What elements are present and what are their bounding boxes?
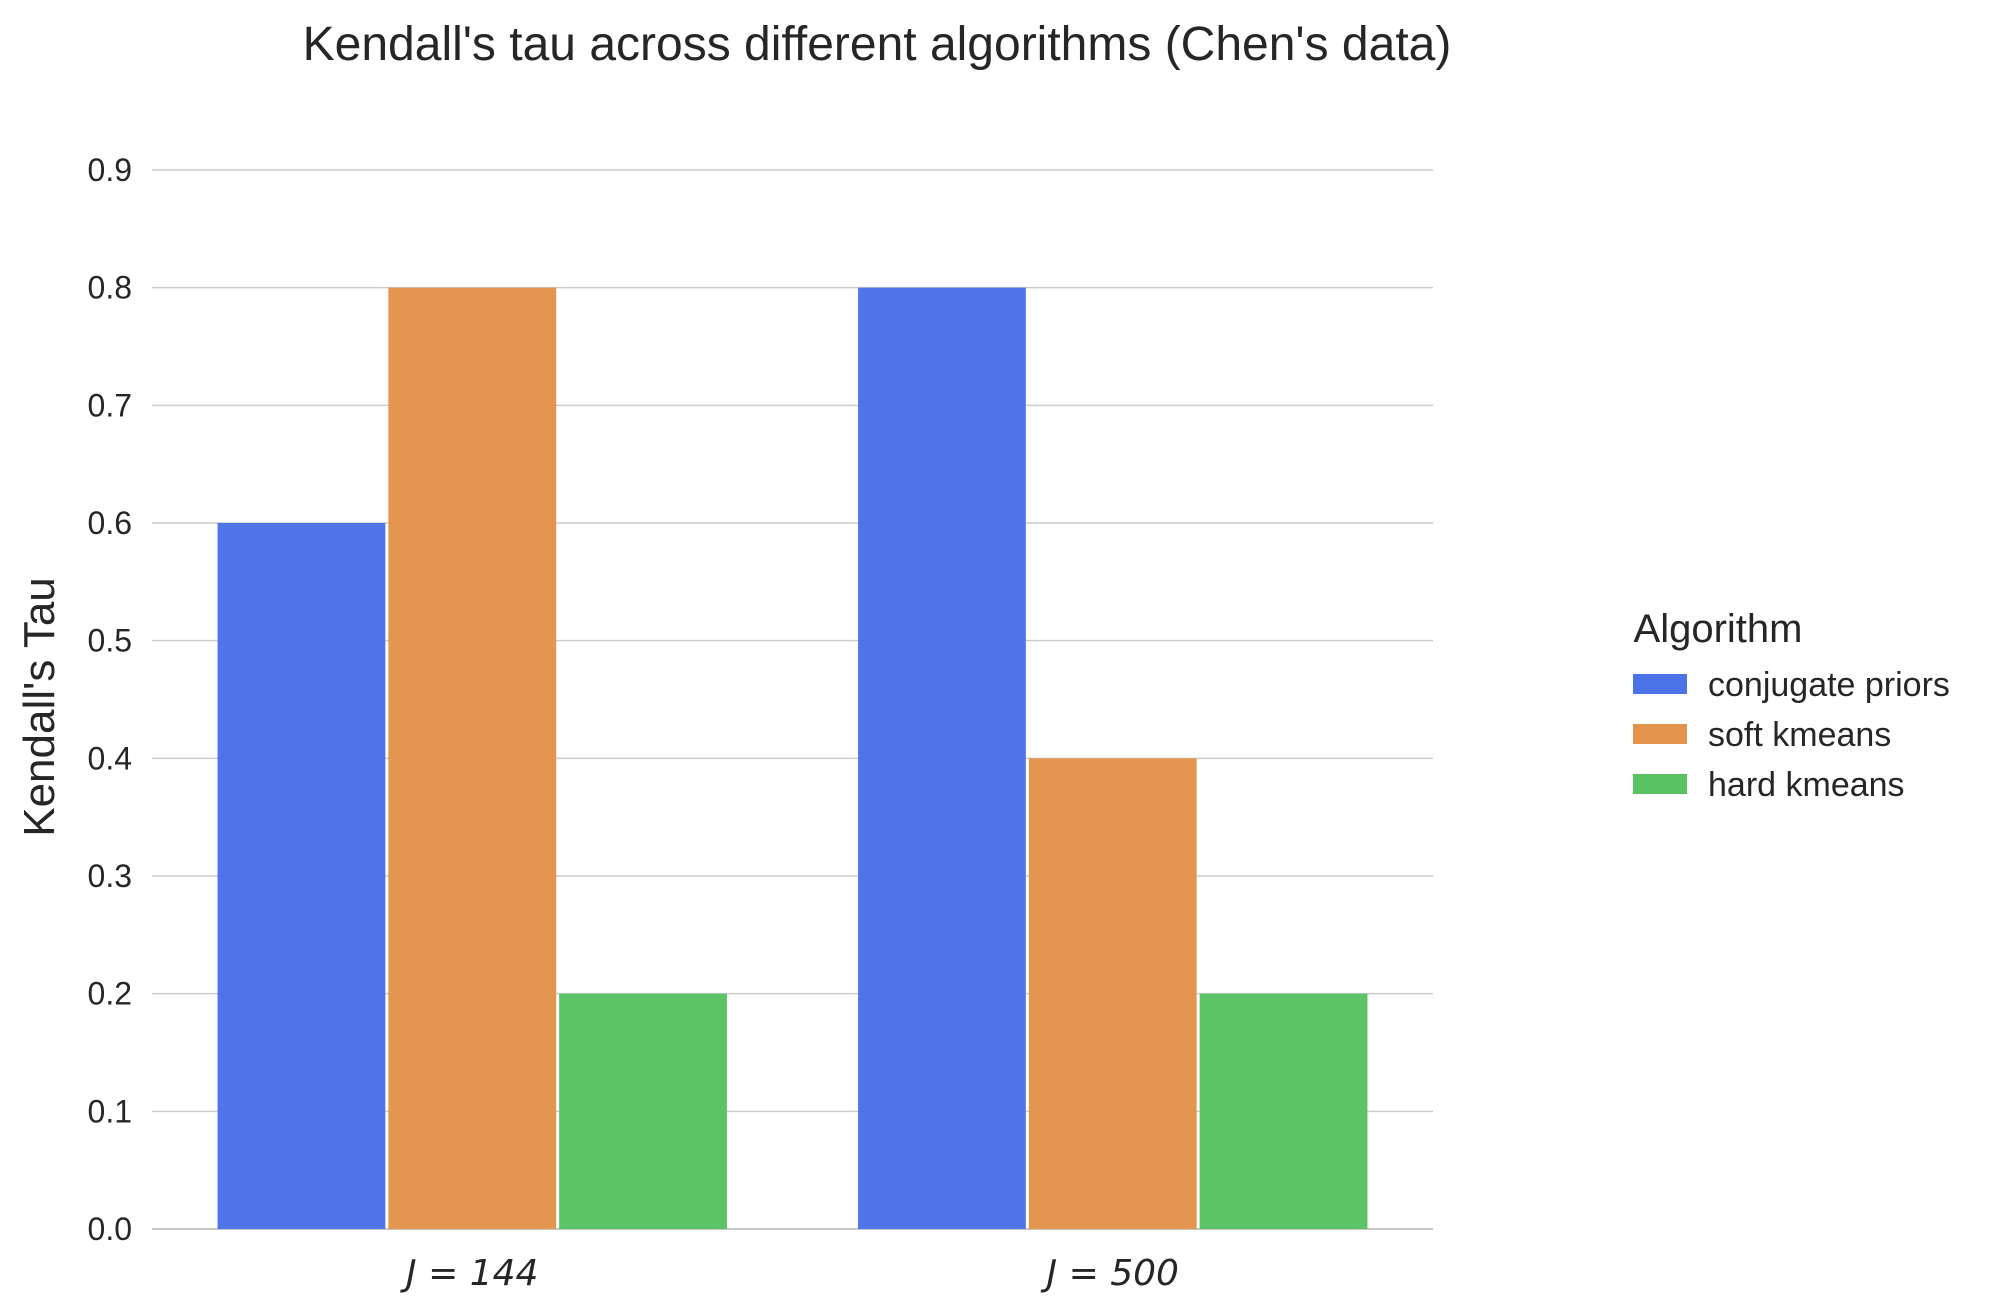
legend-title: Algorithm xyxy=(1634,607,1803,651)
x-tick-labels: J = 144 J = 500 xyxy=(400,1253,1179,1294)
legend-swatch xyxy=(1633,774,1687,794)
y-tick-label: 0.1 xyxy=(88,1093,132,1129)
bars xyxy=(217,287,1368,1230)
y-tick-label: 0.7 xyxy=(88,387,132,423)
legend-item: hard kmeans xyxy=(1633,766,1905,804)
legend-items: conjugate priors soft kmeans hard kmeans xyxy=(1633,666,1950,804)
bar-soft-kmeans xyxy=(1028,758,1197,1229)
y-tick-labels: 0.0 0.1 0.2 0.3 0.4 0.5 0.6 0.7 0.8 0.9 xyxy=(88,152,132,1247)
y-tick-label: 0.6 xyxy=(88,505,132,541)
bar-conjugate-priors xyxy=(217,523,386,1229)
legend-swatch xyxy=(1633,724,1687,744)
bar-soft-kmeans xyxy=(388,287,557,1230)
y-tick-label: 0.2 xyxy=(88,976,132,1012)
y-tick-label: 0.0 xyxy=(88,1211,132,1247)
y-tick-label: 0.9 xyxy=(88,152,132,188)
legend-item: conjugate priors xyxy=(1633,666,1950,704)
legend-label: soft kmeans xyxy=(1708,716,1891,754)
y-axis-label: Kendall's Tau xyxy=(15,577,64,837)
y-tick-label: 0.5 xyxy=(88,623,132,659)
y-tick-label: 0.4 xyxy=(88,740,132,776)
legend-swatch xyxy=(1633,674,1687,694)
legend-label: conjugate priors xyxy=(1708,666,1950,704)
bar-hard-kmeans xyxy=(1199,993,1368,1229)
legend-item: soft kmeans xyxy=(1633,716,1891,754)
x-tick-label: J = 144 xyxy=(400,1253,538,1294)
legend: Algorithm conjugate priors soft kmeans har… xyxy=(1633,607,1950,804)
legend-label: hard kmeans xyxy=(1708,766,1905,804)
y-tick-label: 0.3 xyxy=(88,858,132,894)
y-tick-label: 0.8 xyxy=(88,270,132,306)
chart-title: Kendall's tau across different algorithm… xyxy=(303,18,1452,71)
bar-hard-kmeans xyxy=(559,993,727,1229)
x-tick-label: J = 500 xyxy=(1041,1253,1179,1294)
bar-conjugate-priors xyxy=(858,287,1026,1230)
